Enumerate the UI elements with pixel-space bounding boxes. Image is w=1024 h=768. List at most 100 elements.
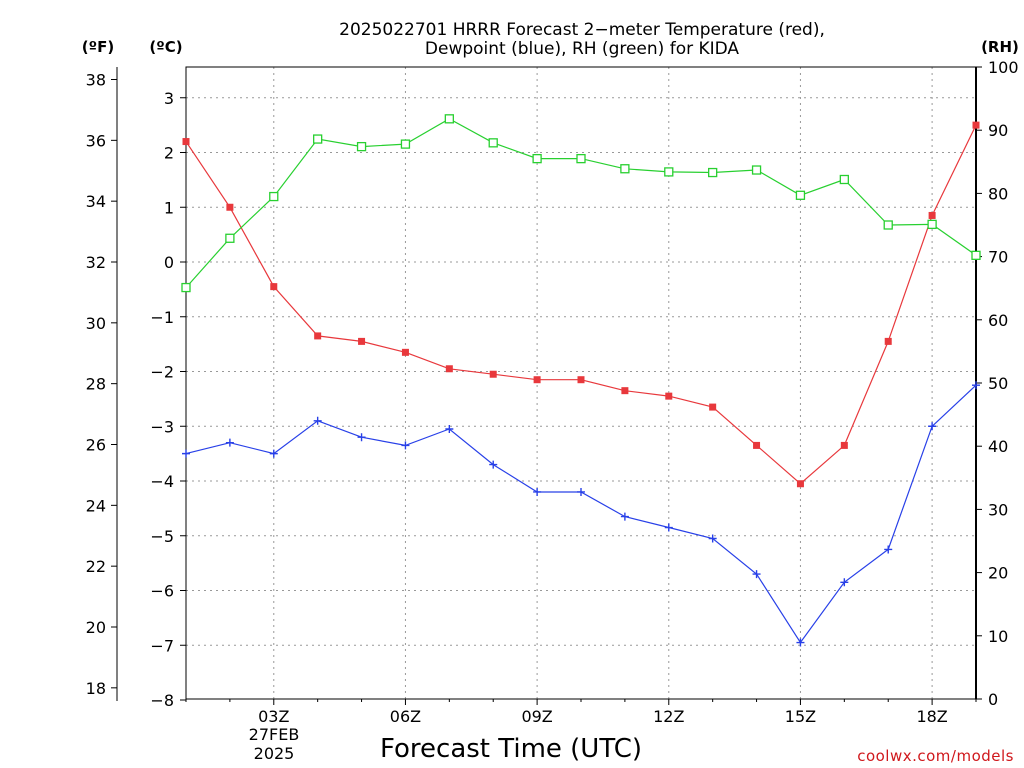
dewpoint-point bbox=[972, 381, 980, 390]
temperature-point bbox=[709, 403, 717, 411]
rh-point bbox=[883, 220, 893, 230]
celsius-tick-label: 0 bbox=[164, 253, 174, 272]
rh-point bbox=[927, 219, 937, 230]
temperature-point bbox=[226, 203, 234, 211]
rh-point bbox=[971, 250, 981, 260]
rh-point bbox=[269, 191, 279, 202]
temperature-point bbox=[533, 376, 541, 384]
temperature-point bbox=[314, 332, 322, 340]
fahrenheit-tick-label: 32 bbox=[86, 253, 106, 272]
rh-point bbox=[488, 138, 498, 148]
x-date-line1: 27FEB bbox=[249, 725, 300, 744]
dewpoint-point bbox=[928, 422, 937, 431]
dewpoint-point bbox=[752, 570, 761, 579]
rh-tick-label: 70 bbox=[988, 248, 1008, 267]
rh-tick-label: 80 bbox=[988, 184, 1008, 203]
rh-point bbox=[839, 174, 849, 185]
temperature-point bbox=[577, 376, 585, 384]
temperature-line bbox=[185, 124, 977, 485]
fahrenheit-tick-label: 34 bbox=[86, 192, 106, 211]
temperature-point bbox=[884, 337, 892, 345]
rh-point bbox=[708, 167, 718, 178]
rh-point bbox=[313, 134, 323, 144]
dewpoint-point bbox=[182, 449, 190, 458]
rh-point bbox=[751, 165, 762, 175]
fahrenheit-tick-label: 20 bbox=[86, 618, 106, 637]
x-tick-label: 06Z bbox=[390, 707, 421, 726]
celsius-tick-label: 1 bbox=[164, 198, 174, 217]
dewpoint-point bbox=[884, 545, 893, 554]
celsius-tick-label: −1 bbox=[150, 308, 174, 327]
celsius-unit-label: (ºC) bbox=[149, 38, 182, 56]
fahrenheit-tick-label: 24 bbox=[86, 496, 106, 515]
dewpoint-point bbox=[708, 534, 717, 543]
rh-point bbox=[576, 153, 586, 164]
temperature-point bbox=[753, 441, 761, 449]
dewpoint-point bbox=[489, 460, 498, 469]
temperature-point bbox=[182, 138, 190, 146]
celsius-tick-label: −7 bbox=[150, 636, 174, 655]
dewpoint-point bbox=[796, 638, 805, 647]
temperature-point bbox=[796, 480, 804, 488]
x-tick-label: 15Z bbox=[785, 707, 816, 726]
dewpoint-point bbox=[664, 523, 673, 532]
dewpoint-point bbox=[269, 449, 278, 458]
rh-unit-label: (RH) bbox=[981, 38, 1019, 56]
dewpoint-point bbox=[357, 433, 366, 442]
rh-tick-label: 20 bbox=[988, 564, 1008, 583]
dewpoint-point bbox=[840, 578, 849, 587]
temperature-point bbox=[401, 348, 409, 356]
temperature-point bbox=[665, 392, 673, 400]
dewpoint-point bbox=[577, 487, 585, 496]
rh-line bbox=[185, 118, 977, 288]
chart-title-line2: Dewpoint (blue), RH (green) for KIDA bbox=[425, 39, 740, 59]
x-tick-label: 12Z bbox=[653, 707, 684, 726]
rh-point bbox=[356, 141, 367, 152]
dewpoint-point bbox=[620, 512, 629, 521]
fahrenheit-tick-label: 28 bbox=[86, 375, 106, 394]
chart-title-line1: 2025022701 HRRR Forecast 2−meter Tempera… bbox=[339, 20, 825, 40]
fahrenheit-tick-label: 26 bbox=[86, 436, 106, 455]
fahrenheit-tick-label: 36 bbox=[86, 131, 106, 150]
x-tick-label: 18Z bbox=[916, 707, 947, 726]
rh-tick-label: 40 bbox=[988, 437, 1008, 456]
rh-tick-label: 10 bbox=[988, 627, 1008, 646]
temperature-point bbox=[621, 387, 629, 395]
dewpoint-point bbox=[225, 438, 234, 447]
rh-tick-label: 0 bbox=[988, 690, 998, 709]
credit-label: coolwx.com/models bbox=[857, 747, 1014, 765]
fahrenheit-tick-label: 18 bbox=[86, 679, 106, 698]
dewpoint-point bbox=[533, 487, 542, 496]
temperature-point bbox=[928, 211, 936, 219]
celsius-tick-label: 3 bbox=[164, 89, 174, 108]
celsius-tick-label: −8 bbox=[150, 691, 174, 710]
dewpoint-line bbox=[185, 384, 977, 644]
rh-tick-label: 90 bbox=[988, 121, 1008, 140]
rh-point bbox=[532, 153, 542, 164]
rh-point bbox=[181, 282, 191, 293]
rh-tick-label: 30 bbox=[988, 500, 1008, 519]
rh-point bbox=[664, 167, 674, 177]
celsius-tick-label: −3 bbox=[150, 417, 174, 436]
rh-point bbox=[444, 114, 454, 124]
temperature-point bbox=[972, 121, 980, 129]
fahrenheit-tick-label: 22 bbox=[86, 557, 106, 576]
temperature-point bbox=[840, 441, 848, 449]
rh-point bbox=[225, 233, 235, 243]
fahrenheit-tick-label: 30 bbox=[86, 314, 106, 333]
dewpoint-point bbox=[445, 424, 454, 433]
rh-tick-label: 100 bbox=[988, 58, 1019, 77]
x-date-line2: 2025 bbox=[254, 744, 295, 763]
fahrenheit-unit-label: (ºF) bbox=[82, 38, 114, 56]
fahrenheit-tick-label: 38 bbox=[86, 71, 106, 90]
rh-point bbox=[620, 164, 630, 174]
x-tick-label: 09Z bbox=[521, 707, 552, 726]
celsius-tick-label: −6 bbox=[150, 582, 174, 601]
x-axis-title: Forecast Time (UTC) bbox=[380, 734, 642, 764]
temperature-point bbox=[445, 365, 453, 373]
temperature-point bbox=[489, 370, 497, 378]
rh-point bbox=[795, 190, 806, 200]
rh-point bbox=[400, 139, 411, 149]
temperature-point bbox=[358, 337, 366, 345]
